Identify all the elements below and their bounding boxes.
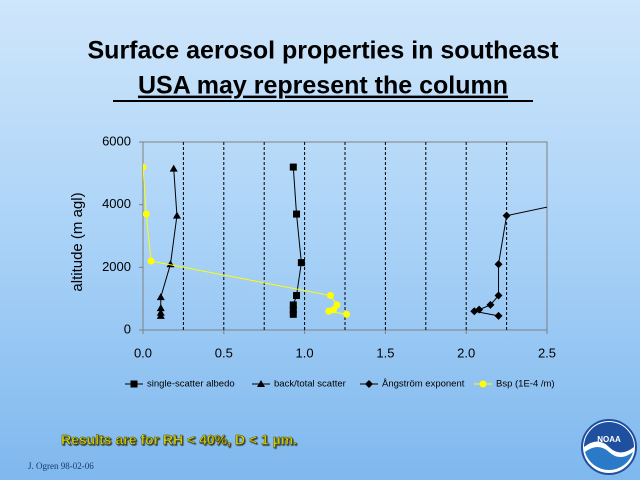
marker	[486, 300, 495, 309]
logo: NOAA	[581, 419, 637, 475]
slide-title: USA may represent the column	[138, 72, 508, 100]
marker	[156, 293, 165, 301]
y-tick-label: 6000	[102, 133, 131, 148]
marker	[297, 259, 305, 267]
marker	[143, 210, 150, 218]
x-tick-label: 2.5	[538, 345, 556, 360]
marker	[479, 380, 487, 388]
marker	[169, 164, 178, 172]
logo-text: NOAA	[597, 435, 621, 444]
y-axis-label: altitude (m agl)	[69, 192, 86, 291]
marker	[289, 301, 297, 309]
marker	[494, 291, 503, 300]
legend-label: Bsp (1E-4 /m)	[496, 379, 555, 390]
legend-label: Ångström exponent	[382, 379, 465, 390]
marker	[343, 310, 351, 318]
marker	[166, 260, 175, 268]
marker	[143, 163, 147, 171]
marker	[326, 292, 334, 300]
marker	[289, 163, 297, 171]
slide-title: Surface aerosol properties in southeast	[88, 37, 560, 65]
marker	[494, 260, 503, 269]
y-tick-label: 4000	[102, 196, 131, 211]
y-tick-label: 0	[124, 321, 131, 336]
marker	[470, 307, 479, 316]
marker	[289, 310, 297, 318]
series-line	[160, 168, 178, 316]
y-tick-label: 2000	[102, 259, 131, 274]
marker	[293, 210, 301, 218]
marker	[156, 304, 165, 312]
legend-label: back/total scatter	[274, 379, 346, 390]
credit: J. Ogren 98-02-06	[28, 461, 94, 471]
x-tick-label: 2.0	[457, 345, 475, 360]
plot-frame	[142, 141, 548, 331]
marker	[494, 311, 503, 320]
series-line	[474, 206, 547, 317]
marker	[257, 380, 265, 387]
marker	[156, 311, 165, 319]
marker	[293, 292, 301, 300]
marker	[325, 307, 333, 315]
marker	[130, 380, 138, 388]
x-tick-label: 0.0	[134, 345, 152, 360]
marker	[289, 306, 297, 314]
note: Results are for RH < 40%, D < 1 µm.	[61, 432, 297, 448]
x-tick-label: 1.5	[376, 345, 394, 360]
marker	[365, 380, 373, 388]
marker	[502, 211, 511, 220]
logo-sky	[584, 422, 634, 453]
marker	[559, 200, 567, 208]
legend-label: single-scatter albedo	[147, 379, 235, 390]
marker	[147, 257, 155, 265]
plot	[143, 163, 567, 320]
x-tick-label: 0.5	[215, 345, 233, 360]
logo-sea	[585, 447, 633, 470]
x-tick-label: 1.0	[296, 345, 314, 360]
marker	[172, 211, 181, 219]
